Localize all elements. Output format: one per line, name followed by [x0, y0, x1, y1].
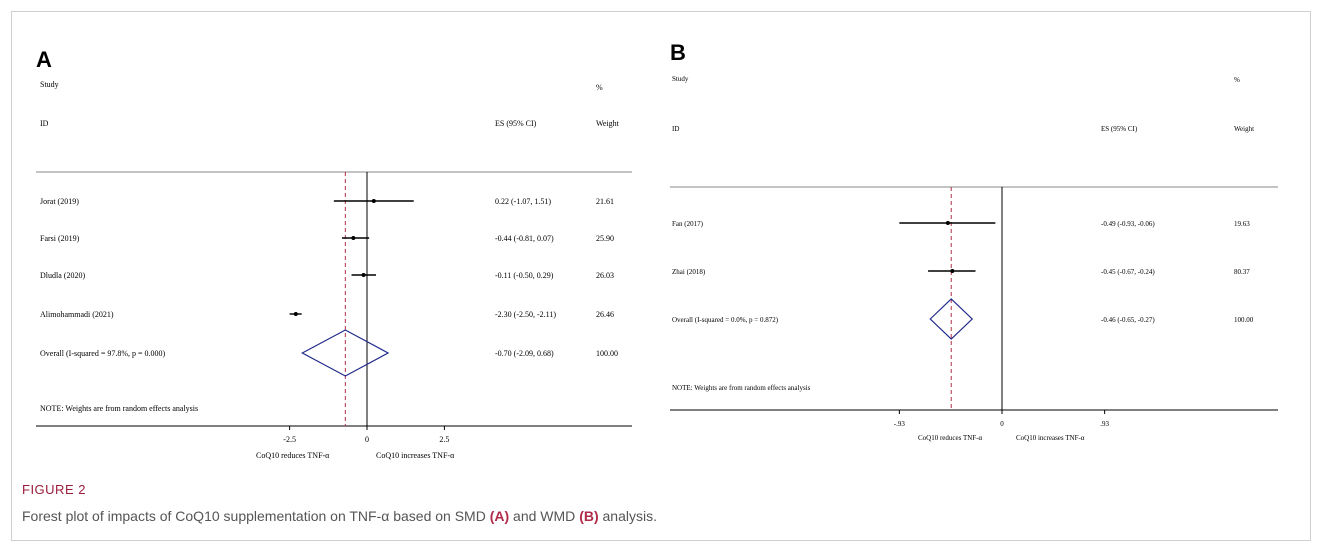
panel-a-header-es: ES (95% CI) [495, 119, 537, 128]
panel-a-header-weight: Weight [596, 119, 620, 128]
panel-a-study-4-weight: 26.46 [596, 310, 614, 319]
panel-a-tick-label-2: 0 [365, 435, 369, 444]
panel-a-xlabel-left: CoQ10 reduces TNF-α [256, 451, 330, 460]
panel-a-header-pct: % [596, 83, 603, 92]
figure-caption: Forest plot of impacts of CoQ10 suppleme… [22, 508, 657, 524]
panel-a-overall-diamond [301, 329, 390, 377]
panel-a-study-1-es: 0.22 (-1.07, 1.51) [495, 197, 551, 206]
panel-a-study-3-id: Dludla (2020) [40, 271, 85, 280]
panel-a-study-2-id: Farsi (2019) [40, 234, 80, 243]
panel-a-point-4 [293, 312, 298, 316]
caption-b: (B) [579, 508, 599, 524]
panel-a-note: NOTE: Weights are from random effects an… [40, 404, 198, 413]
panel-b-tick-label-1: -.93 [894, 420, 906, 428]
panel-a-header-study: Study [40, 80, 59, 89]
panel-b-point-1 [945, 221, 950, 225]
panel-a-letter: A [36, 47, 52, 72]
panel-b-study-2-id: Zhai (2018) [672, 268, 706, 276]
panel-b-point-2 [950, 269, 955, 273]
panel-b-tick-label-2: 0 [1000, 420, 1004, 428]
panel-a-study-4-id: Alimohammadi (2021) [40, 310, 114, 319]
panel-b-xlabel-left: CoQ10 reduces TNF-α [918, 434, 983, 442]
panel-a-study-4-es: -2.30 (-2.50, -2.11) [495, 310, 556, 319]
panel-a-point-3 [361, 273, 366, 277]
caption-mid: and WMD [509, 508, 580, 524]
panel-a-study-2-weight: 25.90 [596, 234, 614, 243]
panel-b-header-study: Study [672, 75, 689, 83]
panel-b-study-2-es: -0.45 (-0.67, -0.24) [1101, 268, 1155, 276]
panel-a-study-1-id: Jorat (2019) [40, 197, 79, 206]
panel-a-tick-label-1: -2.5 [283, 435, 296, 444]
panel-b-study-1-weight: 19.63 [1234, 220, 1250, 228]
panel-a-point-2 [351, 236, 356, 240]
panel-b: B Study ID ES (95% CI) % Weight Fan (201… [670, 40, 1278, 442]
panel-a-study-3-es: -0.11 (-0.50, 0.29) [495, 271, 554, 280]
panel-a-xlabel-right: CoQ10 increases TNF-α [376, 451, 455, 460]
panel-b-xlabel-right: CoQ10 increases TNF-α [1016, 434, 1085, 442]
panel-b-header-weight: Weight [1234, 125, 1254, 133]
panel-b-letter: B [670, 40, 686, 65]
panel-a-study-2-es: -0.44 (-0.81, 0.07) [495, 234, 554, 243]
panel-b-overall-id: Overall (I-squared = 0.0%, p = 0.872) [672, 316, 779, 324]
panel-a-overall-id: Overall (I-squared = 97.8%, p = 0.000) [40, 349, 166, 358]
panel-b-study-1-es: -0.49 (-0.93, -0.06) [1101, 220, 1155, 228]
panel-a-study-1-weight: 21.61 [596, 197, 614, 206]
panel-b-header-pct: % [1234, 76, 1240, 84]
panel-b-header-id: ID [672, 125, 679, 133]
panel-a-study-3-weight: 26.03 [596, 271, 614, 280]
panel-a-overall-weight: 100.00 [596, 349, 618, 358]
panel-a-plot: -2.5 0 2.5 [283, 172, 449, 444]
panel-b-study-2-weight: 80.37 [1234, 268, 1250, 276]
panel-b-overall-weight: 100.00 [1234, 316, 1254, 324]
panel-b-plot: -.93 0 .93 [894, 187, 1110, 428]
caption-prefix: Forest plot of impacts of CoQ10 suppleme… [22, 508, 490, 524]
panel-b-overall-diamond [929, 298, 974, 340]
panel-a-overall-es: -0.70 (-2.09, 0.68) [495, 349, 554, 358]
panel-a: A Study ID ES (95% CI) % Weight Jorat (2… [36, 47, 632, 460]
panel-b-tick-label-3: .93 [1100, 420, 1109, 428]
panel-a-header-id: ID [40, 119, 49, 128]
panel-a-point-1 [371, 199, 376, 203]
caption-suffix: analysis. [598, 508, 657, 524]
figure-label: FIGURE 2 [22, 482, 86, 497]
panel-b-overall-es: -0.46 (-0.65, -0.27) [1101, 316, 1155, 324]
panel-b-study-1-id: Fan (2017) [672, 220, 704, 228]
caption-a: (A) [489, 508, 510, 524]
panel-b-note: NOTE: Weights are from random effects an… [672, 384, 811, 392]
panel-a-tick-label-3: 2.5 [439, 435, 449, 444]
figure-frame [11, 11, 1311, 541]
panel-b-header-es: ES (95% CI) [1101, 125, 1138, 133]
